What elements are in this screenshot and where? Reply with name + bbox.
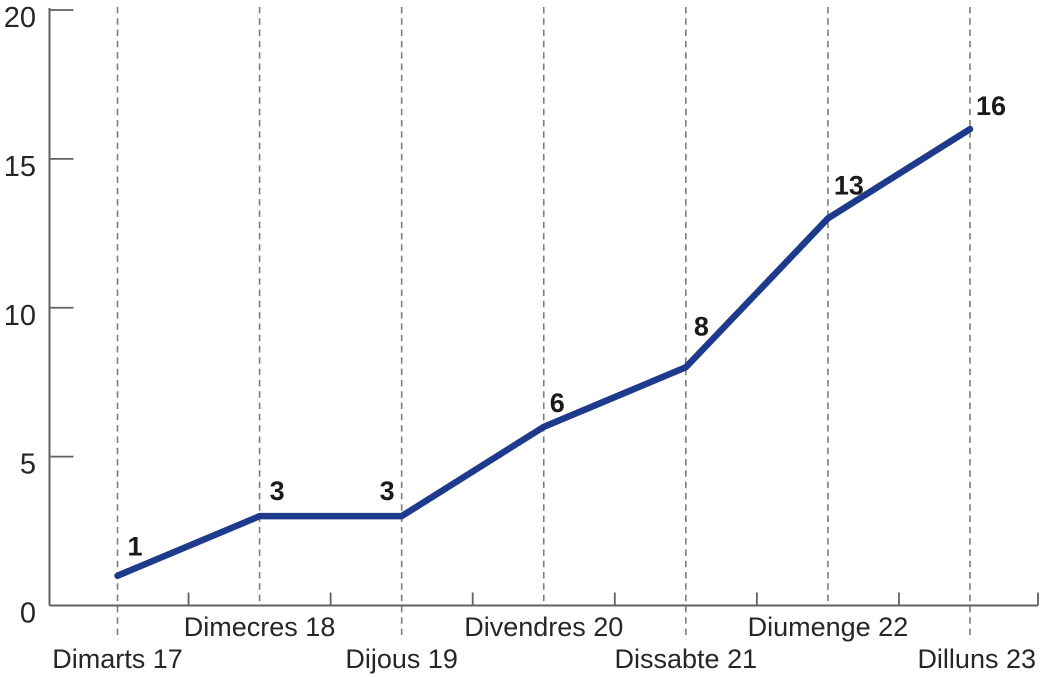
y-axis-tick-label: 20 [4, 2, 36, 34]
data-point-value-label: 3 [380, 476, 395, 506]
data-point-value-label: 16 [976, 91, 1006, 121]
y-axis-tick-label: 15 [4, 151, 36, 183]
data-line [114, 125, 974, 579]
data-point-value-label: 1 [128, 532, 143, 562]
x-axis-day-label: Divendres 20 [464, 612, 623, 642]
x-axis-day-label: Dissabte 21 [615, 644, 758, 674]
y-axis-tick-label: 0 [20, 598, 36, 630]
y-axis-tick-label: 5 [20, 449, 36, 481]
x-axis-day-label: Dimarts 17 [52, 644, 183, 674]
data-point-value-label: 3 [270, 476, 285, 506]
x-axis-day-label: Dilluns 23 [917, 644, 1036, 674]
x-axis-day-label: Diumenge 22 [748, 612, 909, 642]
x-axis-day-label: Dijous 19 [345, 644, 458, 674]
data-point-value-label: 13 [834, 170, 864, 200]
data-point-value-label: 8 [694, 311, 709, 341]
data-point-value-label: 6 [550, 388, 565, 418]
x-axis-day-label: Dimecres 18 [184, 612, 336, 642]
y-axis-tick-label: 10 [4, 300, 36, 332]
